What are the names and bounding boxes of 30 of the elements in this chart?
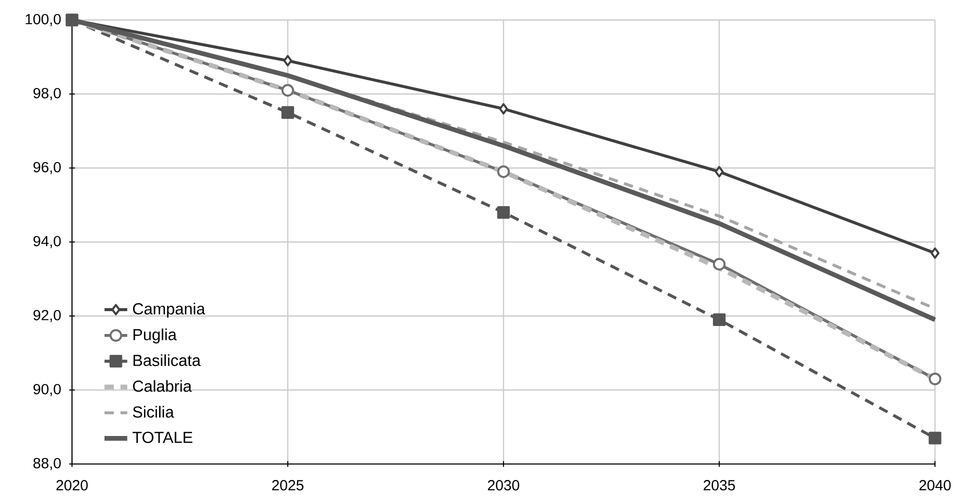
- legend-label: Basilicata: [134, 354, 201, 366]
- y-tick-label: 88,0: [33, 458, 61, 470]
- point: [283, 55, 292, 66]
- y-tick-label: 94,0: [33, 236, 61, 248]
- point: [281, 106, 294, 119]
- point: [497, 206, 510, 219]
- x-tick-label: 2040: [919, 480, 951, 490]
- y-tick-label: 90,0: [33, 384, 61, 396]
- legend-label: Calabria: [133, 380, 192, 392]
- y-tick-label: 92,0: [33, 310, 61, 322]
- point: [281, 84, 294, 97]
- point: [928, 372, 942, 386]
- y-tick-label: 96,0: [33, 162, 61, 174]
- point: [499, 103, 508, 114]
- point: [714, 166, 724, 178]
- legend-label: Campania: [133, 302, 206, 318]
- point: [928, 432, 942, 444]
- legend-label: Puglia: [134, 328, 177, 344]
- point: [712, 313, 726, 326]
- point: [930, 247, 940, 259]
- point: [712, 258, 726, 271]
- point: [497, 165, 510, 178]
- x-tick-label: 2035: [704, 480, 735, 490]
- x-tick-label: 2025: [272, 480, 304, 490]
- x-tick-label: 2030: [488, 480, 520, 490]
- legend-label: TOTALE: [132, 432, 192, 444]
- y-tick-label: 100,0: [26, 14, 61, 26]
- y-tick-label: 98,0: [33, 88, 61, 100]
- legend-label: Sicilia: [132, 406, 174, 418]
- x-tick-label: 2020: [56, 480, 88, 490]
